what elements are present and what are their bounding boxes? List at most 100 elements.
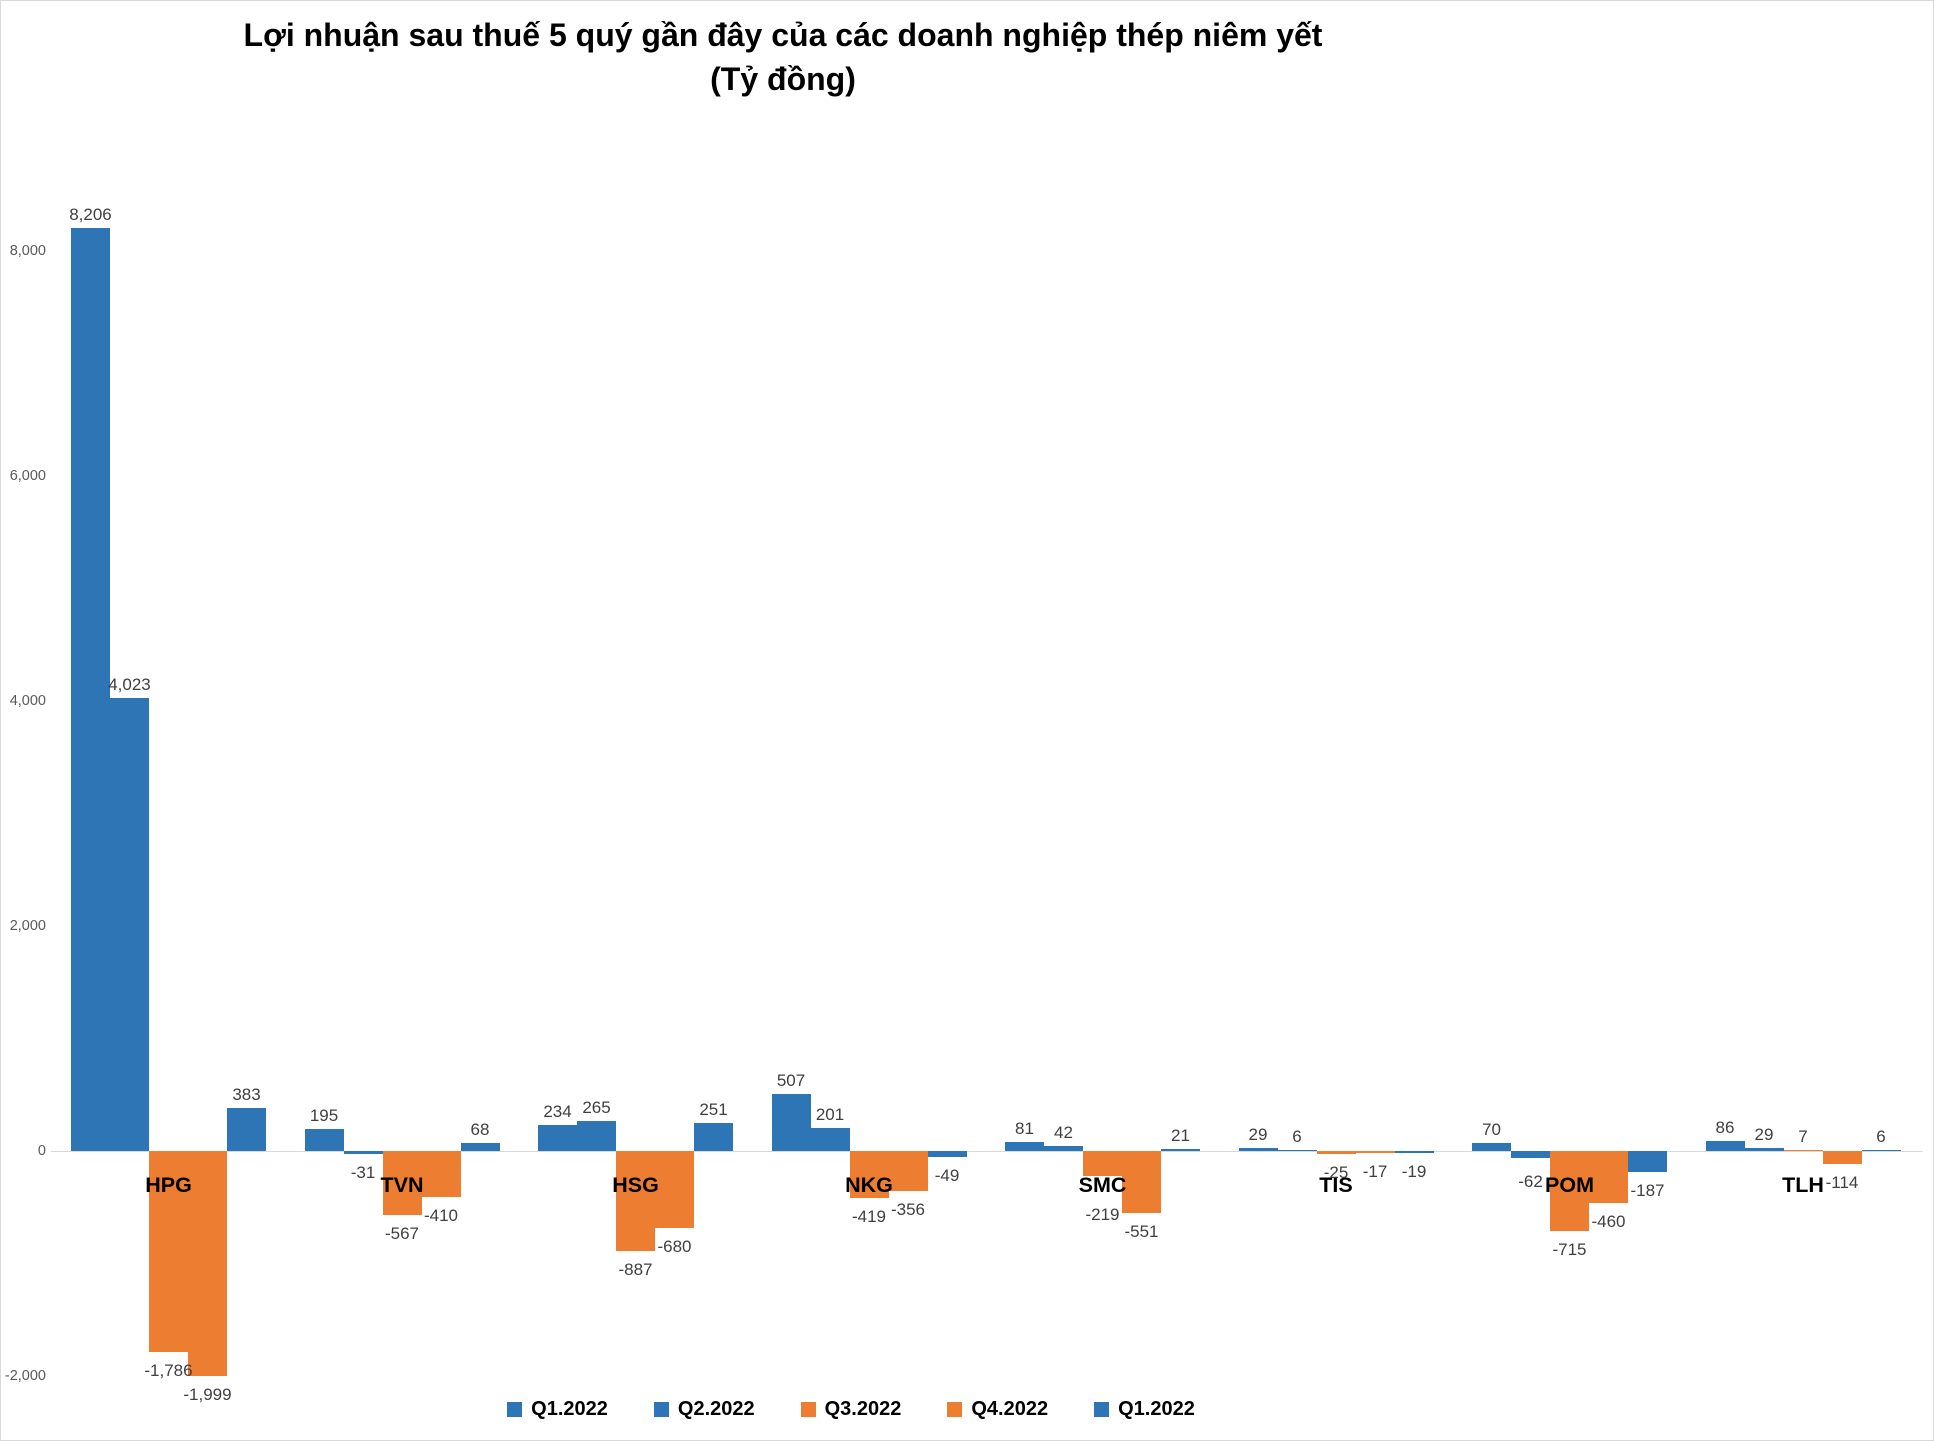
value-label-pom-2: -62	[1518, 1171, 1543, 1191]
category-label-pom: POM	[1545, 1173, 1594, 1197]
value-label-tlh-2: 29	[1754, 1124, 1774, 1144]
value-label-hsg-3: -887	[618, 1259, 653, 1279]
legend-label: Q1.2022	[1118, 1398, 1195, 1420]
category-label-smc: SMC	[1078, 1173, 1127, 1197]
legend-swatch-icon	[1094, 1401, 1110, 1417]
legend: Q1.2022 Q2.2022 Q3.2022 Q4.2022 Q1.2022	[1, 1397, 1701, 1421]
x-axis-line	[51, 1151, 1923, 1152]
chart-title-line1: Lợi nhuận sau thuế 5 quý gần đây của các…	[243, 17, 1323, 53]
value-label-tlh-5: 6	[1876, 1127, 1886, 1146]
bar-pom-5	[1628, 1151, 1667, 1173]
value-label-tvn-3: -567	[384, 1223, 420, 1243]
bar-tvn-4	[421, 1151, 461, 1198]
y-axis-tick-label: -2,000	[4, 1368, 46, 1384]
value-label-pom-5: -187	[1630, 1181, 1665, 1201]
bar-tlh-1	[1705, 1141, 1745, 1151]
value-label-nkg-1: 507	[776, 1070, 806, 1090]
bar-hsg-1	[538, 1124, 577, 1151]
value-label-smc-5: 21	[1171, 1125, 1190, 1145]
value-label-nkg-5: -49	[934, 1165, 960, 1185]
value-label-tvn-5: 68	[470, 1120, 490, 1140]
bar-pom-3	[1550, 1151, 1589, 1232]
y-axis-tick-label: 6,000	[9, 468, 46, 484]
value-label-hpg-5: 383	[232, 1084, 261, 1104]
value-label-nkg-4: -356	[890, 1200, 926, 1220]
legend-swatch-icon	[507, 1401, 523, 1417]
bar-tvn-5	[460, 1143, 500, 1151]
chart-title-line2: (Tỷ đồng)	[710, 61, 856, 97]
category-label-tis: TIS	[1319, 1173, 1353, 1197]
legend-label: Q4.2022	[971, 1398, 1049, 1420]
legend-label: Q1.2022	[531, 1398, 608, 1420]
value-label-smc-3: -219	[1085, 1204, 1120, 1224]
bar-smc-1	[1005, 1141, 1044, 1151]
bar-tis-3	[1316, 1151, 1356, 1154]
value-label-hsg-4: -680	[657, 1236, 692, 1256]
value-label-hsg-2: 265	[582, 1098, 611, 1118]
value-label-tlh-4: -114	[1825, 1172, 1859, 1192]
bar-hpg-2	[110, 698, 149, 1151]
chart-title: Lợi nhuận sau thuế 5 quý gần đây của các…	[1, 13, 1565, 101]
y-axis-tick-label: 2,000	[9, 918, 46, 934]
value-label-smc-2: 42	[1054, 1123, 1073, 1143]
bar-tis-1	[1238, 1147, 1278, 1151]
value-label-hpg-1: 8,206	[69, 204, 112, 224]
value-label-smc-4: -551	[1124, 1221, 1159, 1241]
legend-swatch-icon	[947, 1401, 963, 1417]
value-label-smc-1: 81	[1015, 1118, 1034, 1138]
legend-item-2: Q2.2022	[653, 1397, 755, 1421]
bar-smc-2	[1044, 1146, 1083, 1151]
value-label-tis-2: 6	[1292, 1127, 1302, 1146]
y-axis-tick-label: 8,000	[9, 243, 46, 259]
bar-tvn-1	[304, 1129, 344, 1151]
bar-tvn-3	[382, 1151, 422, 1215]
y-axis-tick-label: 0	[37, 1143, 46, 1159]
bar-smc-3	[1083, 1151, 1122, 1176]
value-label-hpg-4: -1,999	[183, 1384, 232, 1404]
value-label-nkg-2: 201	[815, 1105, 845, 1125]
value-label-nkg-3: -419	[851, 1207, 887, 1227]
bar-tlh-4	[1822, 1151, 1862, 1164]
y-axis-tick-label: 4,000	[9, 693, 46, 709]
bar-smc-4	[1122, 1151, 1161, 1213]
bar-hpg-3	[149, 1151, 188, 1352]
value-label-tvn-1: 195	[309, 1106, 339, 1126]
value-label-tvn-4: -410	[423, 1206, 459, 1226]
legend-label: Q2.2022	[677, 1398, 755, 1420]
legend-item-3: Q3.2022	[800, 1397, 902, 1421]
bar-nkg-1	[771, 1093, 811, 1151]
bar-pom-4	[1589, 1151, 1628, 1203]
value-label-tvn-2: -31	[350, 1163, 376, 1183]
bar-pom-1	[1472, 1143, 1511, 1151]
value-label-pom-1: 70	[1482, 1120, 1501, 1140]
value-label-tis-3: -25	[1323, 1162, 1349, 1182]
bar-tlh-3	[1783, 1150, 1823, 1151]
legend-swatch-icon	[800, 1401, 816, 1417]
bar-tvn-2	[343, 1151, 383, 1155]
legend-swatch-icon	[653, 1401, 669, 1417]
legend-item-4: Q4.2022	[947, 1397, 1048, 1421]
category-label-hpg: HPG	[145, 1173, 192, 1197]
bar-hpg-4	[188, 1151, 227, 1376]
bar-tis-5	[1394, 1151, 1434, 1154]
legend-label: Q3.2022	[824, 1398, 902, 1420]
value-label-hsg-5: 251	[699, 1099, 728, 1119]
bar-nkg-5	[927, 1151, 967, 1157]
value-label-tis-4: -17	[1362, 1161, 1388, 1181]
value-label-hpg-2: 4,023	[108, 675, 151, 695]
value-label-tlh-3: 7	[1798, 1127, 1808, 1146]
value-label-tlh-1: 86	[1715, 1118, 1735, 1138]
bar-tlh-2	[1744, 1147, 1784, 1151]
bar-nkg-2	[810, 1128, 850, 1151]
value-label-pom-3: -715	[1552, 1240, 1587, 1260]
value-label-pom-4: -460	[1591, 1211, 1626, 1231]
bar-tis-4	[1355, 1151, 1395, 1153]
bar-pom-2	[1511, 1151, 1550, 1158]
category-label-tlh: TLH	[1782, 1173, 1824, 1197]
bar-hpg-5	[227, 1107, 266, 1151]
bar-tis-2	[1277, 1150, 1317, 1151]
bar-hsg-3	[616, 1151, 655, 1251]
bar-nkg-3	[849, 1151, 889, 1199]
value-label-hpg-3: -1,786	[144, 1360, 193, 1380]
